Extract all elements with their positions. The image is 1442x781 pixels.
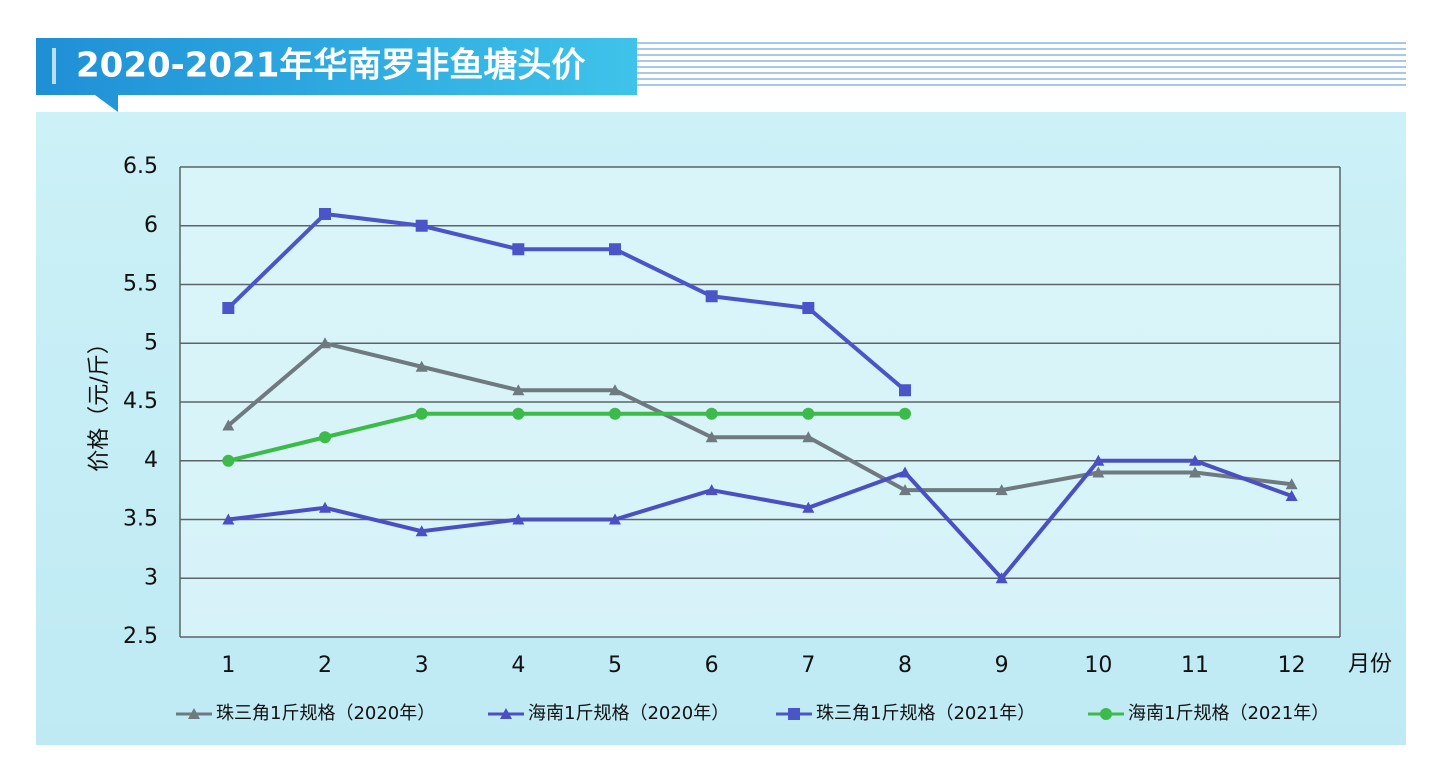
- data-point: [319, 501, 331, 513]
- x-axis-label: 月份: [1348, 652, 1392, 677]
- series-line: [227, 341, 1292, 493]
- x-tick-label: 7: [801, 653, 815, 678]
- data-point: [1285, 478, 1298, 490]
- data-point: [995, 484, 1008, 496]
- data-point: [899, 407, 911, 420]
- data-point: [802, 501, 815, 513]
- data-point: [899, 466, 911, 478]
- data-point: [802, 431, 815, 443]
- data-point: [899, 484, 911, 496]
- x-tick-label: 6: [705, 653, 719, 678]
- y-axis-label: 价格（元/斤）: [87, 332, 112, 471]
- data-point: [222, 302, 235, 314]
- data-point: [609, 384, 621, 396]
- y-tick-label: 5: [144, 330, 158, 355]
- title-banner: [36, 38, 637, 112]
- data-point: [222, 513, 235, 525]
- data-point: [1092, 454, 1105, 466]
- data-point: [512, 513, 525, 525]
- data-point: [899, 384, 911, 397]
- y-tick-label: 6.5: [123, 154, 158, 179]
- banner-bar: [52, 48, 56, 84]
- x-tick-label: 2: [318, 653, 332, 678]
- data-point: [802, 302, 815, 314]
- data-point: [705, 431, 718, 443]
- y-tick-label: 3.5: [123, 507, 158, 532]
- data-point: [319, 431, 331, 444]
- data-point: [415, 407, 428, 420]
- y-tick-label: 2.5: [123, 624, 158, 649]
- y-tick-label: 4.5: [123, 389, 158, 414]
- x-tick-label: 8: [898, 653, 912, 678]
- data-point: [1189, 466, 1201, 478]
- data-point: [705, 484, 718, 496]
- data-point: [1092, 466, 1105, 478]
- data-point: [1285, 490, 1298, 501]
- y-tick-label: 6: [144, 213, 158, 238]
- x-tick-label: 5: [608, 653, 622, 678]
- chart-title: 2020-2021年华南罗非鱼塘头价: [76, 46, 585, 86]
- legend-marker: [500, 708, 512, 719]
- data-point: [512, 243, 525, 256]
- data-point: [512, 407, 525, 420]
- data-point: [1189, 454, 1201, 466]
- y-tick-label: 5.5: [123, 272, 158, 297]
- data-point: [995, 572, 1008, 584]
- series-line: [227, 411, 905, 463]
- data-point: [802, 407, 815, 420]
- x-tick-label: 1: [221, 653, 235, 678]
- x-tick-label: 12: [1278, 653, 1306, 678]
- data-point: [415, 525, 428, 537]
- data-point: [705, 407, 718, 420]
- legend-label: 珠三角1斤规格（2020年）: [216, 703, 435, 724]
- series-line: [226, 211, 907, 392]
- x-tick-label: 3: [415, 653, 429, 678]
- data-point: [415, 360, 428, 372]
- data-point: [705, 290, 718, 303]
- y-tick-label: 4: [144, 448, 158, 473]
- x-tick-label: 10: [1084, 653, 1112, 678]
- x-tick-label: 9: [995, 653, 1009, 678]
- stripes: [637, 40, 1406, 90]
- legend-label: 珠三角1斤规格（2021年）: [816, 703, 1035, 724]
- x-tick-label: 4: [511, 653, 525, 678]
- y-tick-label: 3: [144, 565, 158, 590]
- series-line: [228, 458, 1293, 582]
- x-tick-label: 11: [1181, 653, 1209, 678]
- legend-marker: [188, 708, 200, 719]
- data-point: [415, 219, 428, 232]
- data-point: [319, 208, 331, 220]
- legend-label: 海南1斤规格（2020年）: [528, 703, 729, 724]
- data-point: [609, 407, 621, 420]
- legend-marker: [788, 708, 800, 720]
- legend-marker: [1100, 708, 1112, 720]
- data-point: [609, 513, 621, 525]
- data-point: [512, 384, 525, 396]
- data-point: [222, 419, 235, 431]
- data-point: [222, 454, 235, 467]
- data-point: [609, 243, 621, 256]
- legend-label: 海南1斤规格（2021年）: [1128, 703, 1329, 724]
- data-point: [319, 337, 331, 349]
